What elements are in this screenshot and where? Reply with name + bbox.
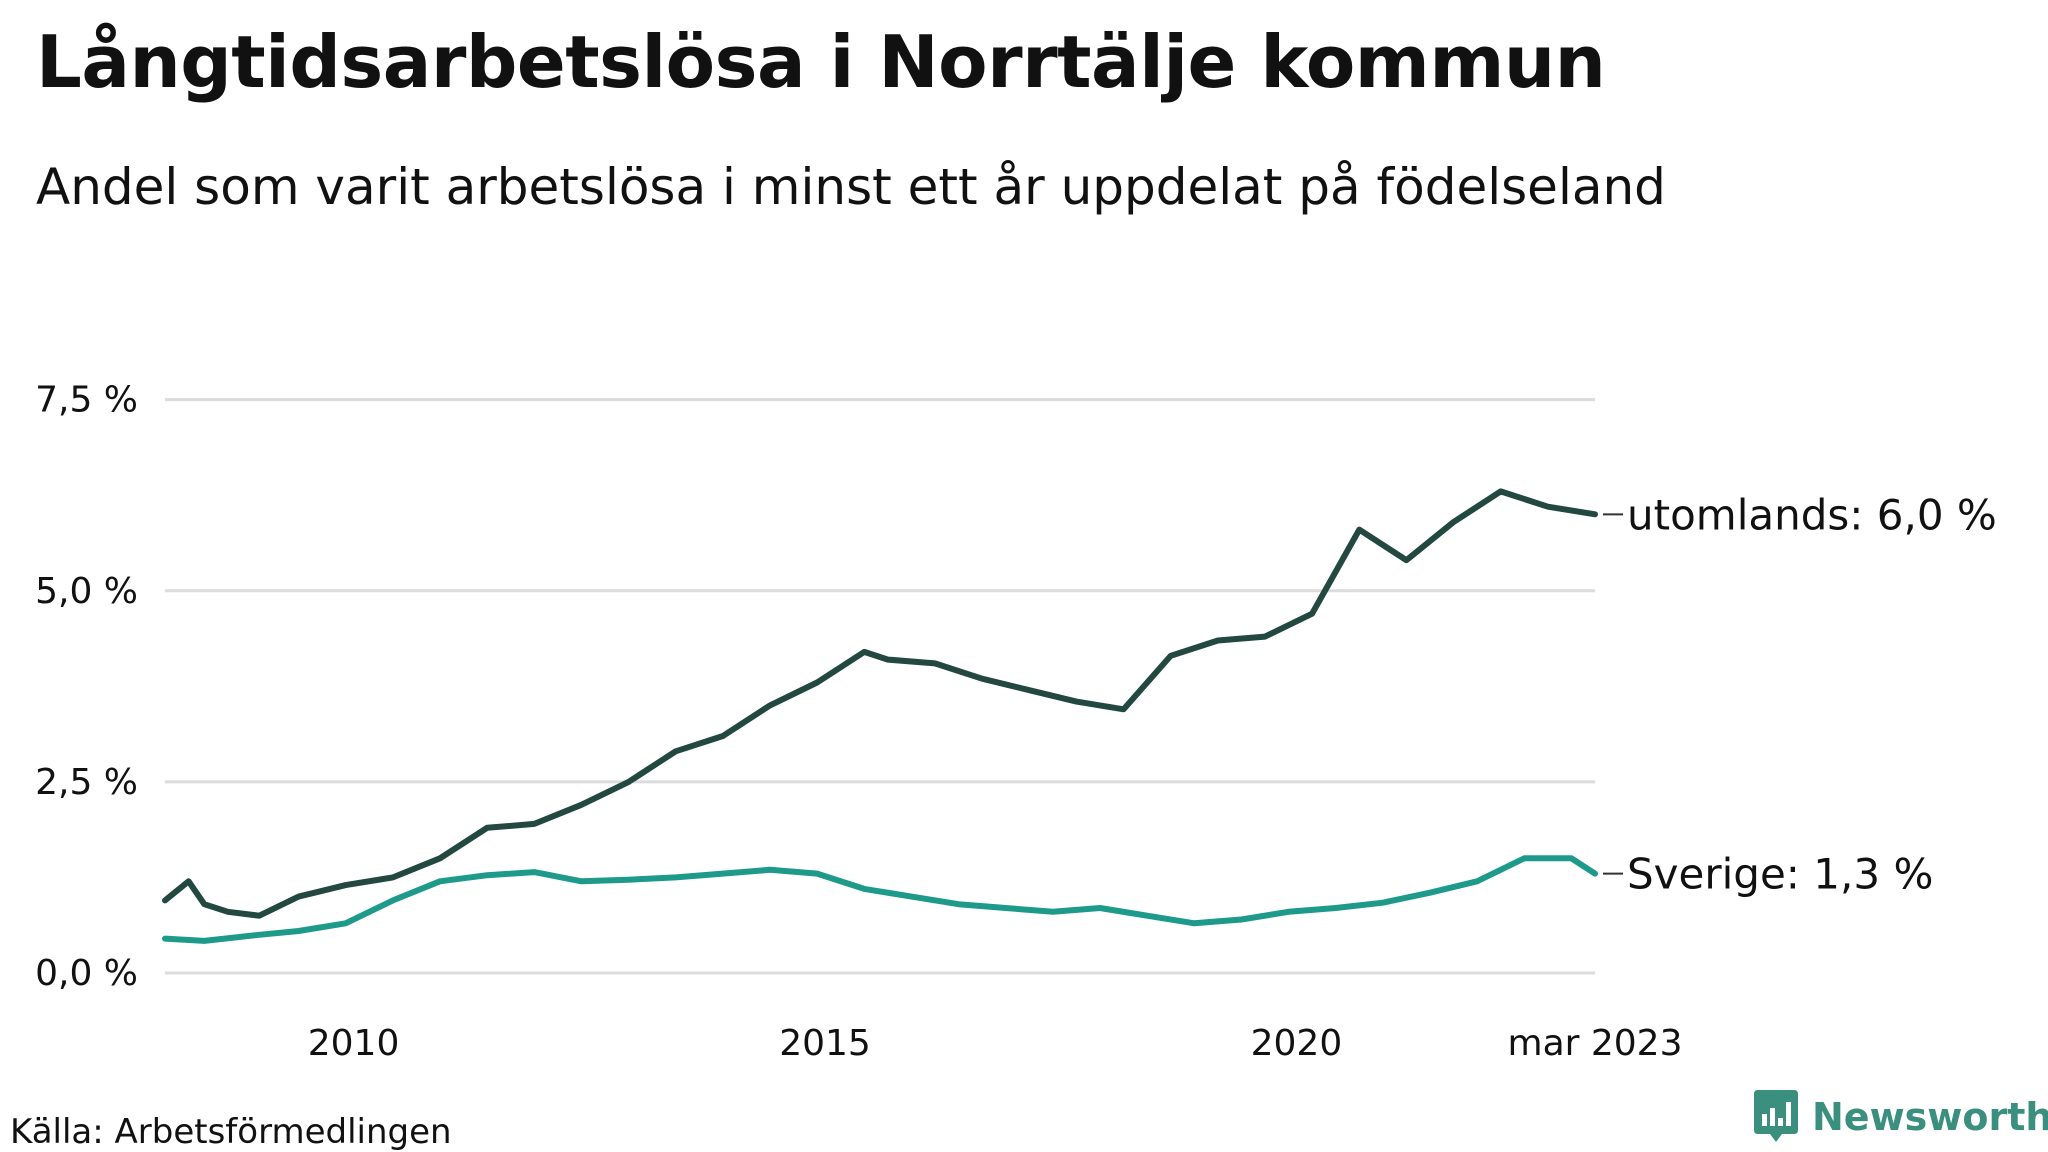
chart-subtitle: Andel som varit arbetslösa i minst ett å…: [36, 158, 1666, 216]
x-tick-label: 2010: [308, 1023, 400, 1064]
x-axis-ticks: 2010 2015 2020 mar 2023: [308, 1023, 1683, 1064]
series-line-sverige: [162, 855, 1598, 944]
y-tick-label: 0,0 %: [35, 953, 138, 994]
y-axis-ticks: 0,0 % 2,5 % 5,0 % 7,5 %: [35, 380, 138, 994]
series-lines: [162, 488, 1598, 944]
series-end-labels: utomlands: 6,0 % Sverige: 1,3 %: [1603, 490, 1997, 899]
series-line-utomlands: [162, 488, 1598, 919]
x-tick-label: 2015: [779, 1023, 871, 1064]
grid-lines: [165, 398, 1595, 975]
y-tick-label: 7,5 %: [35, 380, 138, 421]
newsworthy-logo-icon: [1754, 1090, 1798, 1142]
x-tick-label: 2020: [1251, 1023, 1343, 1064]
brand-name: Newsworthy: [1812, 1095, 2048, 1139]
brand-logo: Newsworthy: [1752, 1090, 2048, 1144]
series-end-label-sverige: Sverige: 1,3 %: [1627, 850, 1933, 899]
source-note: Källa: Arbetsförmedlingen: [10, 1112, 452, 1152]
y-tick-label: 2,5 %: [35, 762, 138, 803]
chart-title: Långtidsarbetslösa i Norrtälje kommun: [36, 20, 1606, 104]
y-tick-label: 5,0 %: [35, 571, 138, 612]
x-tick-label: mar 2023: [1508, 1023, 1683, 1064]
series-end-label-utomlands: utomlands: 6,0 %: [1627, 490, 1997, 539]
